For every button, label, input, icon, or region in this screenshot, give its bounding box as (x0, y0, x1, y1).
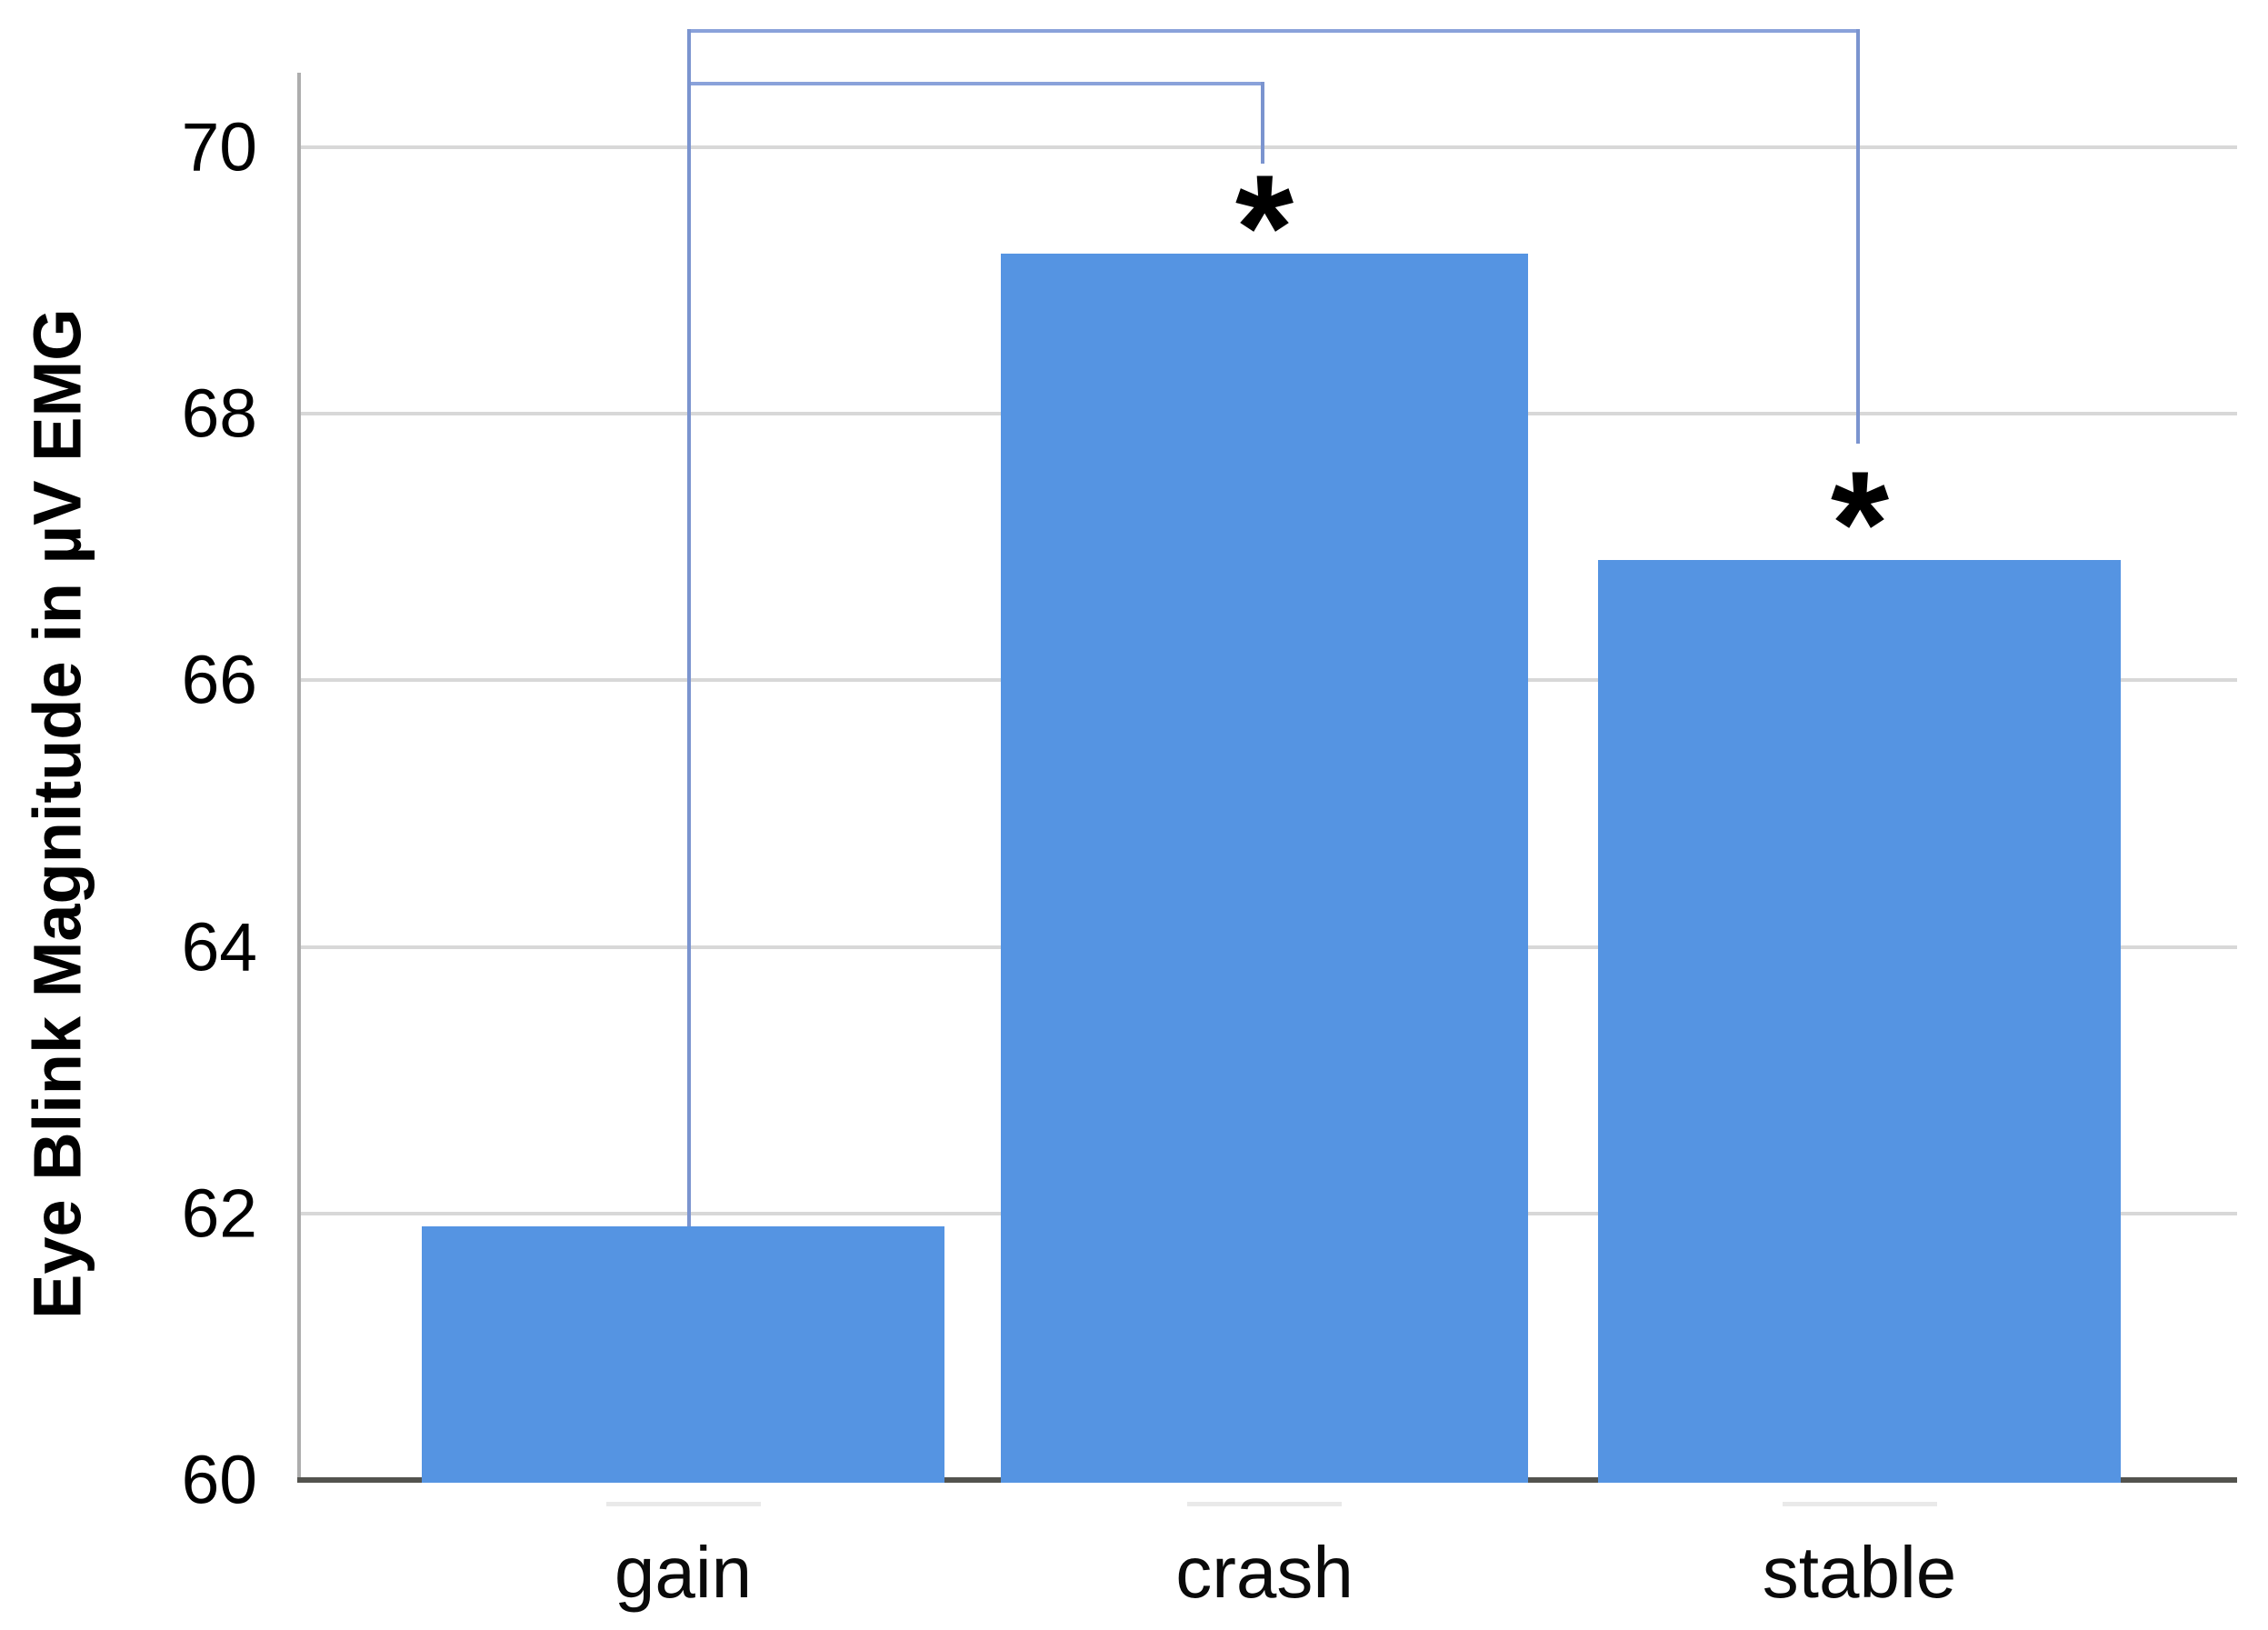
x-tick-label-gain: gain (614, 1532, 753, 1613)
x-minor-tick-gain (605, 1502, 761, 1506)
x-minor-tick-stable (1782, 1502, 1937, 1506)
x-tick-label-crash: crash (1175, 1532, 1354, 1613)
x-tick-label-stable: stable (1762, 1532, 1957, 1613)
x-minor-tick-crash (1187, 1502, 1342, 1506)
gridline-y-70 (301, 145, 2237, 149)
bar-stable (1598, 560, 2121, 1483)
bar-gain (422, 1226, 944, 1483)
y-tick-label-70: 70 (181, 108, 257, 185)
significance-bracket-line-gain-stable (687, 29, 1860, 33)
y-tick-label-62: 62 (181, 1175, 257, 1252)
significance-bracket-leftleg-gain (687, 29, 691, 1227)
y-tick-label-66: 66 (181, 641, 257, 718)
y-tick-label-60: 60 (181, 1441, 257, 1518)
bar-crash (1001, 254, 1528, 1483)
significance-bracket-rightleg-stable (1856, 29, 1860, 444)
significance-bracket-line-gain-crash (687, 82, 1264, 85)
significance-star-crash: * (1234, 144, 1294, 311)
y-axis-line (297, 73, 301, 1483)
y-tick-label-68: 68 (181, 375, 257, 452)
y-tick-label-64: 64 (181, 908, 257, 985)
y-axis-title: Eye Blink Magnitude in µV EMG (19, 308, 95, 1319)
significance-star-stable: * (1830, 440, 1890, 607)
significance-bracket-rightleg-crash (1261, 82, 1264, 164)
